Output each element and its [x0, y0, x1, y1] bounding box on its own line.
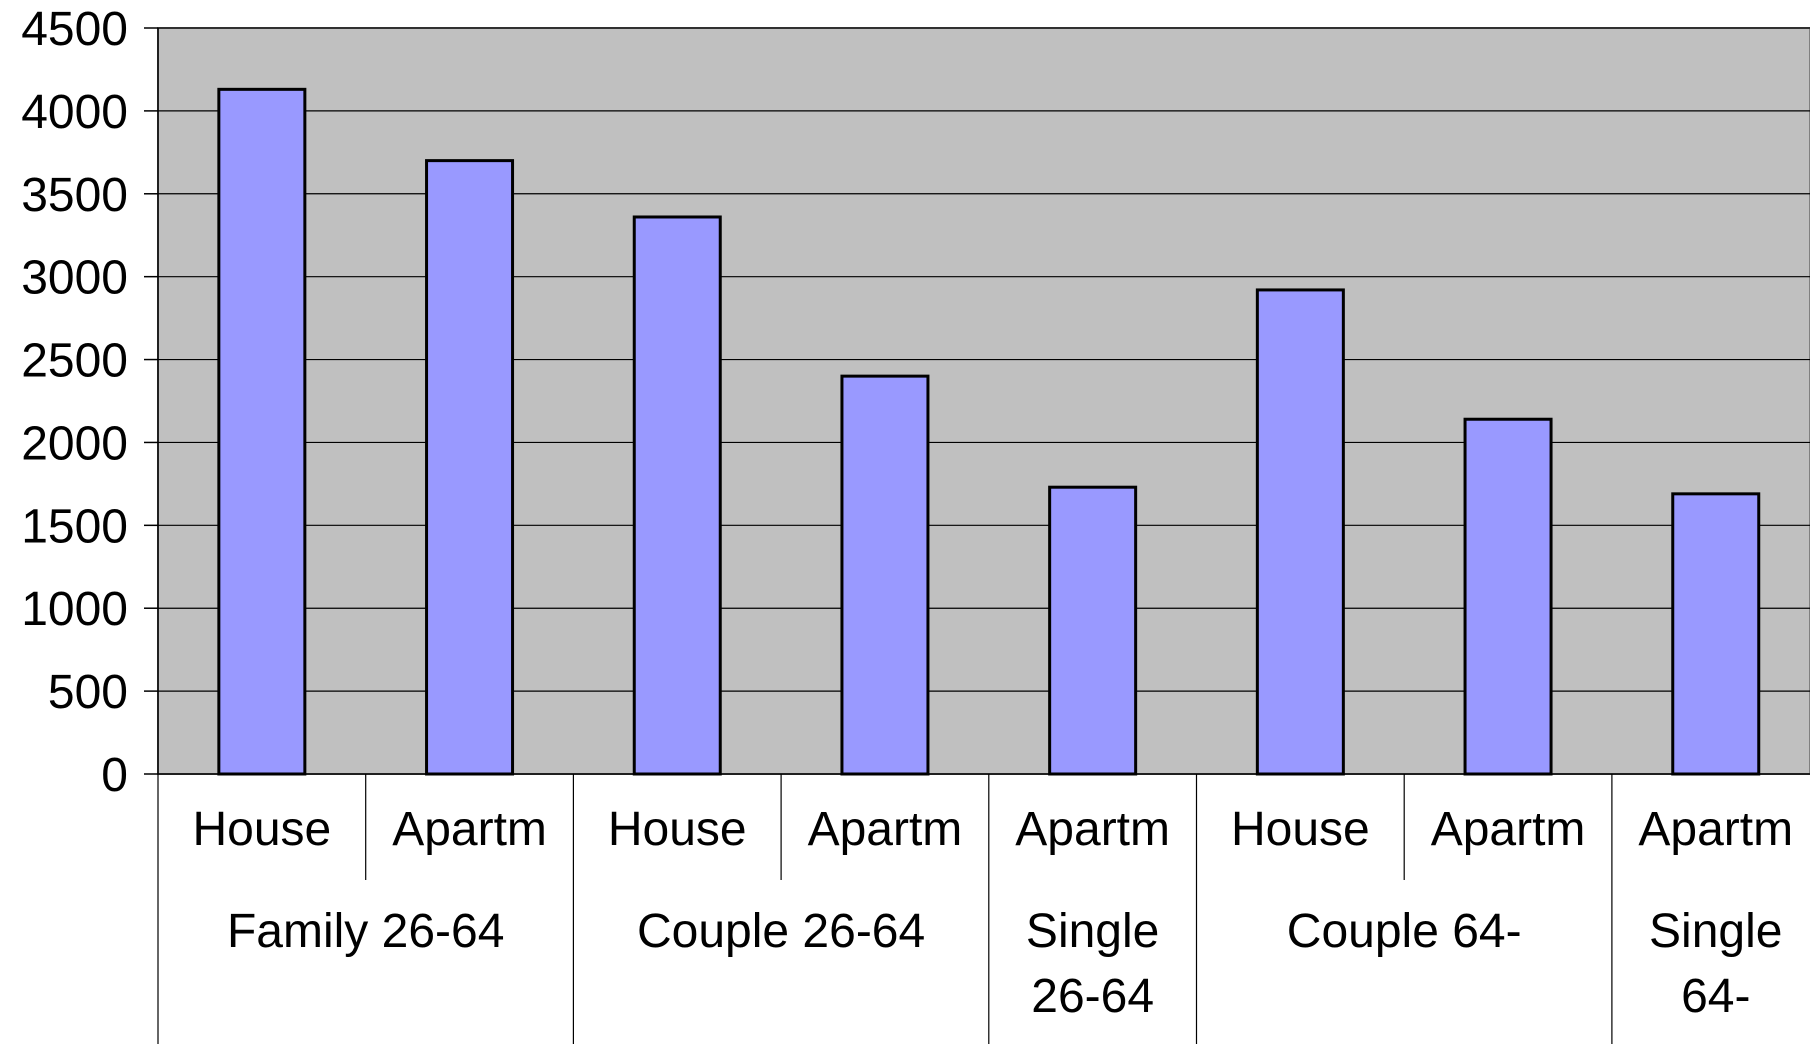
plot-area — [157, 27, 1810, 775]
y-tick-label: 3500 — [21, 169, 128, 222]
y-tick-label: 2500 — [21, 335, 128, 388]
x-group-label: Couple 26-64 — [637, 905, 925, 958]
x-category-label: Apartm — [392, 803, 547, 856]
bar — [1671, 492, 1761, 776]
x-category-label: House — [1231, 803, 1370, 856]
x-category-label: Apartm — [1015, 803, 1170, 856]
x-category-labels: House Apartm House Apartm Apartm House Apartm A… — [192, 803, 1793, 856]
bar — [1048, 485, 1138, 776]
bar — [840, 374, 930, 776]
bar — [217, 87, 307, 776]
x-category-label: Apartm — [808, 803, 963, 856]
x-category-label: Apartm — [1431, 803, 1586, 856]
x-category-label: House — [608, 803, 747, 856]
x-group-label: 64- — [1681, 970, 1750, 1023]
bar — [1463, 417, 1553, 776]
y-tick-labels: 0 500 1000 1500 2000 2500 3000 3500 4000 4500 — [21, 3, 128, 802]
y-tick-label: 4500 — [21, 3, 128, 56]
bar — [1255, 288, 1345, 776]
y-tick-label: 0 — [101, 749, 128, 802]
bar — [425, 159, 515, 776]
bar — [632, 215, 722, 776]
x-group-label: Single — [1026, 905, 1159, 958]
x-category-label: House — [192, 803, 331, 856]
y-tick-label: 3000 — [21, 252, 128, 305]
x-group-label: Family 26-64 — [227, 905, 504, 958]
y-tick-label: 1000 — [21, 583, 128, 636]
axes — [144, 27, 1810, 1044]
y-tick-label: 4000 — [21, 86, 128, 139]
x-group-labels: Family 26-64 Couple 26-64 Single 26-64 Coupl… — [227, 905, 1782, 1023]
y-tick-label: 500 — [48, 666, 128, 719]
bars — [217, 87, 1761, 776]
x-group-label: 26-64 — [1031, 970, 1154, 1023]
x-group-label: Single — [1649, 905, 1782, 958]
x-group-label: Couple 64- — [1287, 905, 1522, 958]
y-tick-label: 1500 — [21, 500, 128, 553]
y-tick-label: 2000 — [21, 417, 128, 470]
x-category-label: Apartm — [1638, 803, 1793, 856]
